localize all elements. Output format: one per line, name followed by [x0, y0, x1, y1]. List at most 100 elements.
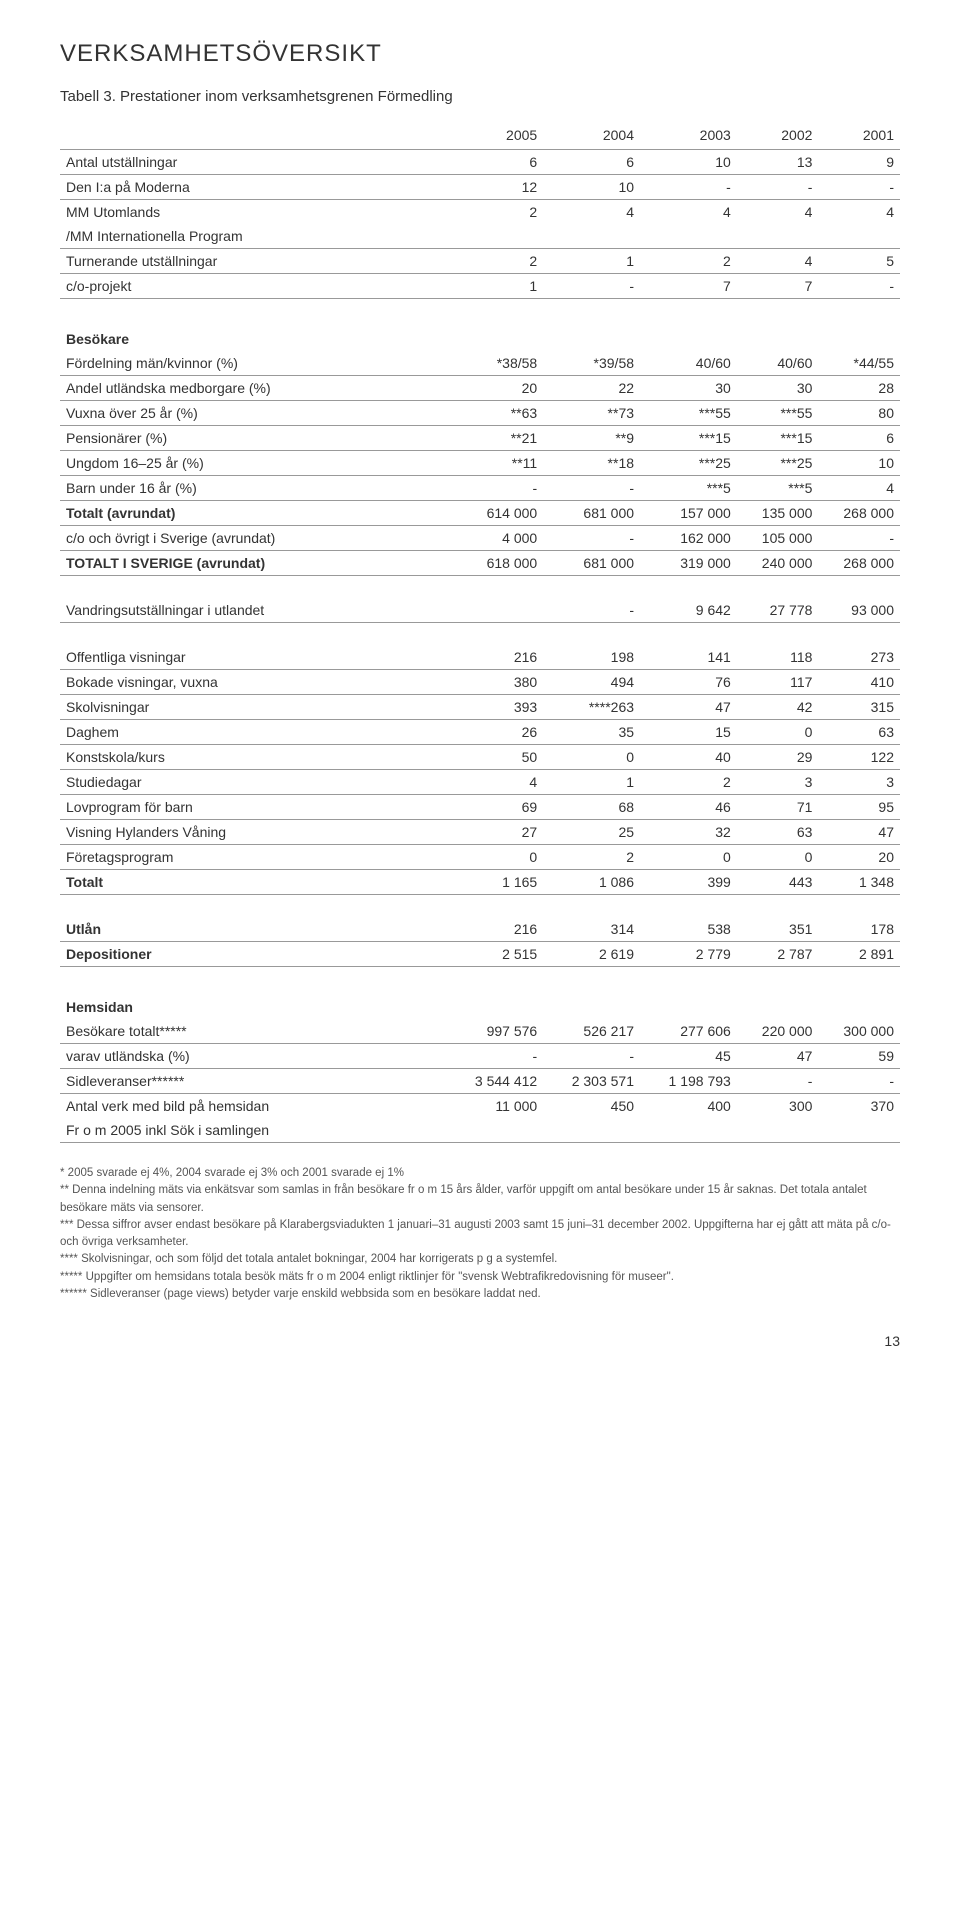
cell: 393 [446, 695, 543, 720]
cell [446, 1118, 543, 1143]
cell: 47 [818, 820, 900, 845]
cell: 4 [818, 476, 900, 501]
cell: - [818, 274, 900, 299]
cell: 40/60 [737, 351, 819, 376]
cell: 28 [818, 376, 900, 401]
cell: 59 [818, 1044, 900, 1069]
cell: 268 000 [818, 551, 900, 576]
cell [737, 224, 819, 249]
table-row: Skolvisningar393****2634742315 [60, 695, 900, 720]
cell: **11 [446, 451, 543, 476]
cell: 4 [446, 770, 543, 795]
cell: 63 [737, 820, 819, 845]
cell: ***5 [640, 476, 737, 501]
table-row: Den I:a på Moderna1210--- [60, 175, 900, 200]
cell: ***15 [737, 426, 819, 451]
cell: 3 [737, 770, 819, 795]
cell: 162 000 [640, 526, 737, 551]
cell: 118 [737, 645, 819, 670]
cell: 30 [640, 376, 737, 401]
cell: 220 000 [737, 1019, 819, 1044]
cell: 35 [543, 720, 640, 745]
table-row: Sidleveranser******3 544 4122 303 5711 1… [60, 1069, 900, 1094]
table-row: Studiedagar41233 [60, 770, 900, 795]
footnote-line: ****** Sidleveranser (page views) betyde… [60, 1286, 900, 1303]
cell: 300 [737, 1094, 819, 1119]
cell: *38/58 [446, 351, 543, 376]
cell: 76 [640, 670, 737, 695]
cell: 7 [640, 274, 737, 299]
cell: 20 [446, 376, 543, 401]
row-label: Barn under 16 år (%) [60, 476, 446, 501]
cell: 4 [737, 200, 819, 225]
cell: 1 [543, 770, 640, 795]
cell: 95 [818, 795, 900, 820]
cell: - [446, 1044, 543, 1069]
cell: 216 [446, 645, 543, 670]
cell: 5 [818, 249, 900, 274]
cell: 2 515 [446, 942, 543, 967]
row-label: Bokade visningar, vuxna [60, 670, 446, 695]
cell: 526 217 [543, 1019, 640, 1044]
cell: 0 [737, 720, 819, 745]
cell: *39/58 [543, 351, 640, 376]
table-row: Andel utländska medborgare (%)2022303028 [60, 376, 900, 401]
cell: 400 [640, 1094, 737, 1119]
cell: 6 [818, 426, 900, 451]
cell: 20 [818, 845, 900, 870]
table-row: Företagsprogram020020 [60, 845, 900, 870]
row-label: Antal utställningar [60, 150, 446, 175]
row-label: Fördelning män/kvinnor (%) [60, 351, 446, 376]
table-row: Depositioner2 5152 6192 7792 7872 891 [60, 942, 900, 967]
row-label: Den I:a på Moderna [60, 175, 446, 200]
cell: - [818, 1069, 900, 1094]
cell: 63 [818, 720, 900, 745]
cell: 9 [818, 150, 900, 175]
cell: 80 [818, 401, 900, 426]
row-label: Skolvisningar [60, 695, 446, 720]
cell: 399 [640, 870, 737, 895]
table-row: Visning Hylanders Våning2725326347 [60, 820, 900, 845]
table-row: Antal verk med bild på hemsidan11 000450… [60, 1094, 900, 1119]
row-label: Turnerande utställningar [60, 249, 446, 274]
cell: 10 [543, 175, 640, 200]
table-caption: Tabell 3. Prestationer inom verksamhetsg… [60, 88, 900, 105]
row-label: Studiedagar [60, 770, 446, 795]
cell: 50 [446, 745, 543, 770]
cell: - [543, 526, 640, 551]
group-header: Besökare [60, 321, 900, 351]
cell: - [543, 476, 640, 501]
cell [446, 598, 543, 623]
cell: - [446, 476, 543, 501]
cell [543, 1118, 640, 1143]
table-row: Ungdom 16–25 år (%)**11**18***25***2510 [60, 451, 900, 476]
table-row: Antal utställningar6610139 [60, 150, 900, 175]
cell: 538 [640, 917, 737, 942]
footnote-line: **** Skolvisningar, och som följd det to… [60, 1251, 900, 1268]
table-row: Vuxna över 25 år (%)**63**73***55***5580 [60, 401, 900, 426]
cell: - [543, 274, 640, 299]
cell: 351 [737, 917, 819, 942]
cell: 319 000 [640, 551, 737, 576]
cell: 494 [543, 670, 640, 695]
row-label: Besökare totalt***** [60, 1019, 446, 1044]
cell: 13 [737, 150, 819, 175]
cell: 68 [543, 795, 640, 820]
cell: 2 [446, 200, 543, 225]
cell: 141 [640, 645, 737, 670]
cell: 2 [543, 845, 640, 870]
cell: **9 [543, 426, 640, 451]
cell: 1 [543, 249, 640, 274]
table-row: c/o-projekt1-77- [60, 274, 900, 299]
table-row: Utlån216314538351178 [60, 917, 900, 942]
cell: 3 [818, 770, 900, 795]
cell: 0 [543, 745, 640, 770]
table-row: Fr o m 2005 inkl Sök i samlingen [60, 1118, 900, 1143]
footnotes: * 2005 svarade ej 4%, 2004 svarade ej 3%… [60, 1165, 900, 1303]
cell: 15 [640, 720, 737, 745]
row-label: Antal verk med bild på hemsidan [60, 1094, 446, 1119]
footnote-line: ** Denna indelning mäts via enkätsvar so… [60, 1182, 900, 1217]
cell: 300 000 [818, 1019, 900, 1044]
cell: 93 000 [818, 598, 900, 623]
cell: 4 000 [446, 526, 543, 551]
